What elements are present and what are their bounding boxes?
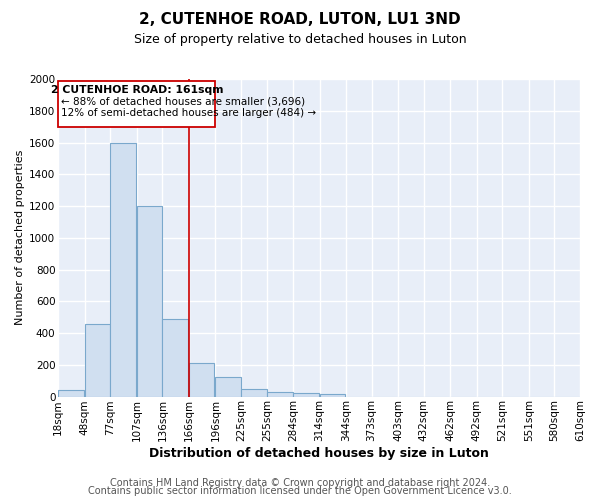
Text: Contains HM Land Registry data © Crown copyright and database right 2024.: Contains HM Land Registry data © Crown c… [110, 478, 490, 488]
Text: Size of property relative to detached houses in Luton: Size of property relative to detached ho… [134, 32, 466, 46]
Bar [85, 324, 110, 396]
Bar [268, 392, 293, 396]
Bar [163, 318, 188, 396]
Text: 12% of semi-detached houses are larger (484) →: 12% of semi-detached houses are larger (… [61, 108, 316, 118]
Bar [137, 206, 163, 396]
Bar [58, 80, 215, 126]
Bar [58, 390, 84, 396]
Bar [110, 142, 136, 396]
X-axis label: Distribution of detached houses by size in Luton: Distribution of detached houses by size … [149, 447, 489, 460]
Text: 2, CUTENHOE ROAD, LUTON, LU1 3ND: 2, CUTENHOE ROAD, LUTON, LU1 3ND [139, 12, 461, 28]
Text: Contains public sector information licensed under the Open Government Licence v3: Contains public sector information licen… [88, 486, 512, 496]
Bar [320, 394, 345, 396]
Bar [215, 378, 241, 396]
Text: ← 88% of detached houses are smaller (3,696): ← 88% of detached houses are smaller (3,… [61, 96, 305, 106]
Bar [241, 390, 266, 396]
Bar [189, 363, 214, 396]
Y-axis label: Number of detached properties: Number of detached properties [15, 150, 25, 326]
Text: 2 CUTENHOE ROAD: 161sqm: 2 CUTENHOE ROAD: 161sqm [50, 84, 223, 94]
Bar [293, 394, 319, 396]
